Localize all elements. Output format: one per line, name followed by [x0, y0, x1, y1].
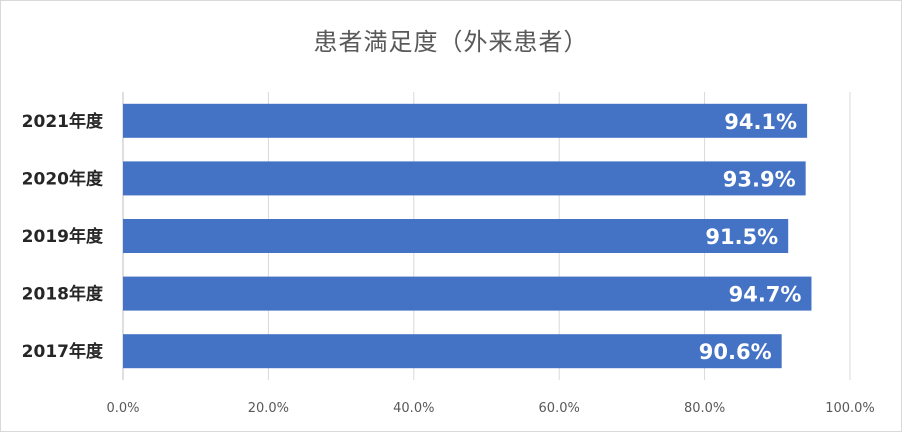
bar-2	[123, 219, 789, 253]
data-label-2: 91.5%	[705, 225, 778, 249]
labels: 0.0% 20.0% 40.0% 60.0% 80.0% 100.0% 2021年度 94.1…	[22, 110, 875, 416]
x-tick-label-1: 20.0%	[248, 401, 289, 416]
category-label-3: 2018年度	[22, 284, 104, 305]
category-label-1: 2020年度	[22, 168, 104, 189]
x-tick-label-3: 60.0%	[539, 401, 580, 416]
bar-3	[123, 276, 812, 311]
x-tick-label-4: 80.0%	[684, 401, 725, 416]
bars	[123, 103, 812, 369]
bar-1	[123, 161, 806, 196]
data-label-4: 90.6%	[699, 340, 772, 364]
data-label-1: 93.9%	[723, 167, 796, 191]
x-tick-label-0: 0.0%	[106, 401, 139, 416]
chart-title: 患者満足度（外来患者）	[313, 28, 589, 56]
x-tick-label-2: 40.0%	[393, 401, 434, 416]
category-label-4: 2017年度	[22, 341, 104, 362]
bar-0	[123, 103, 808, 138]
bar-4	[123, 334, 782, 369]
x-tick-label-5: 100.0%	[825, 401, 875, 416]
category-label-0: 2021年度	[22, 111, 104, 132]
data-label-0: 94.1%	[724, 110, 797, 134]
data-label-3: 94.7%	[729, 283, 802, 307]
category-label-2: 2019年度	[22, 226, 104, 247]
